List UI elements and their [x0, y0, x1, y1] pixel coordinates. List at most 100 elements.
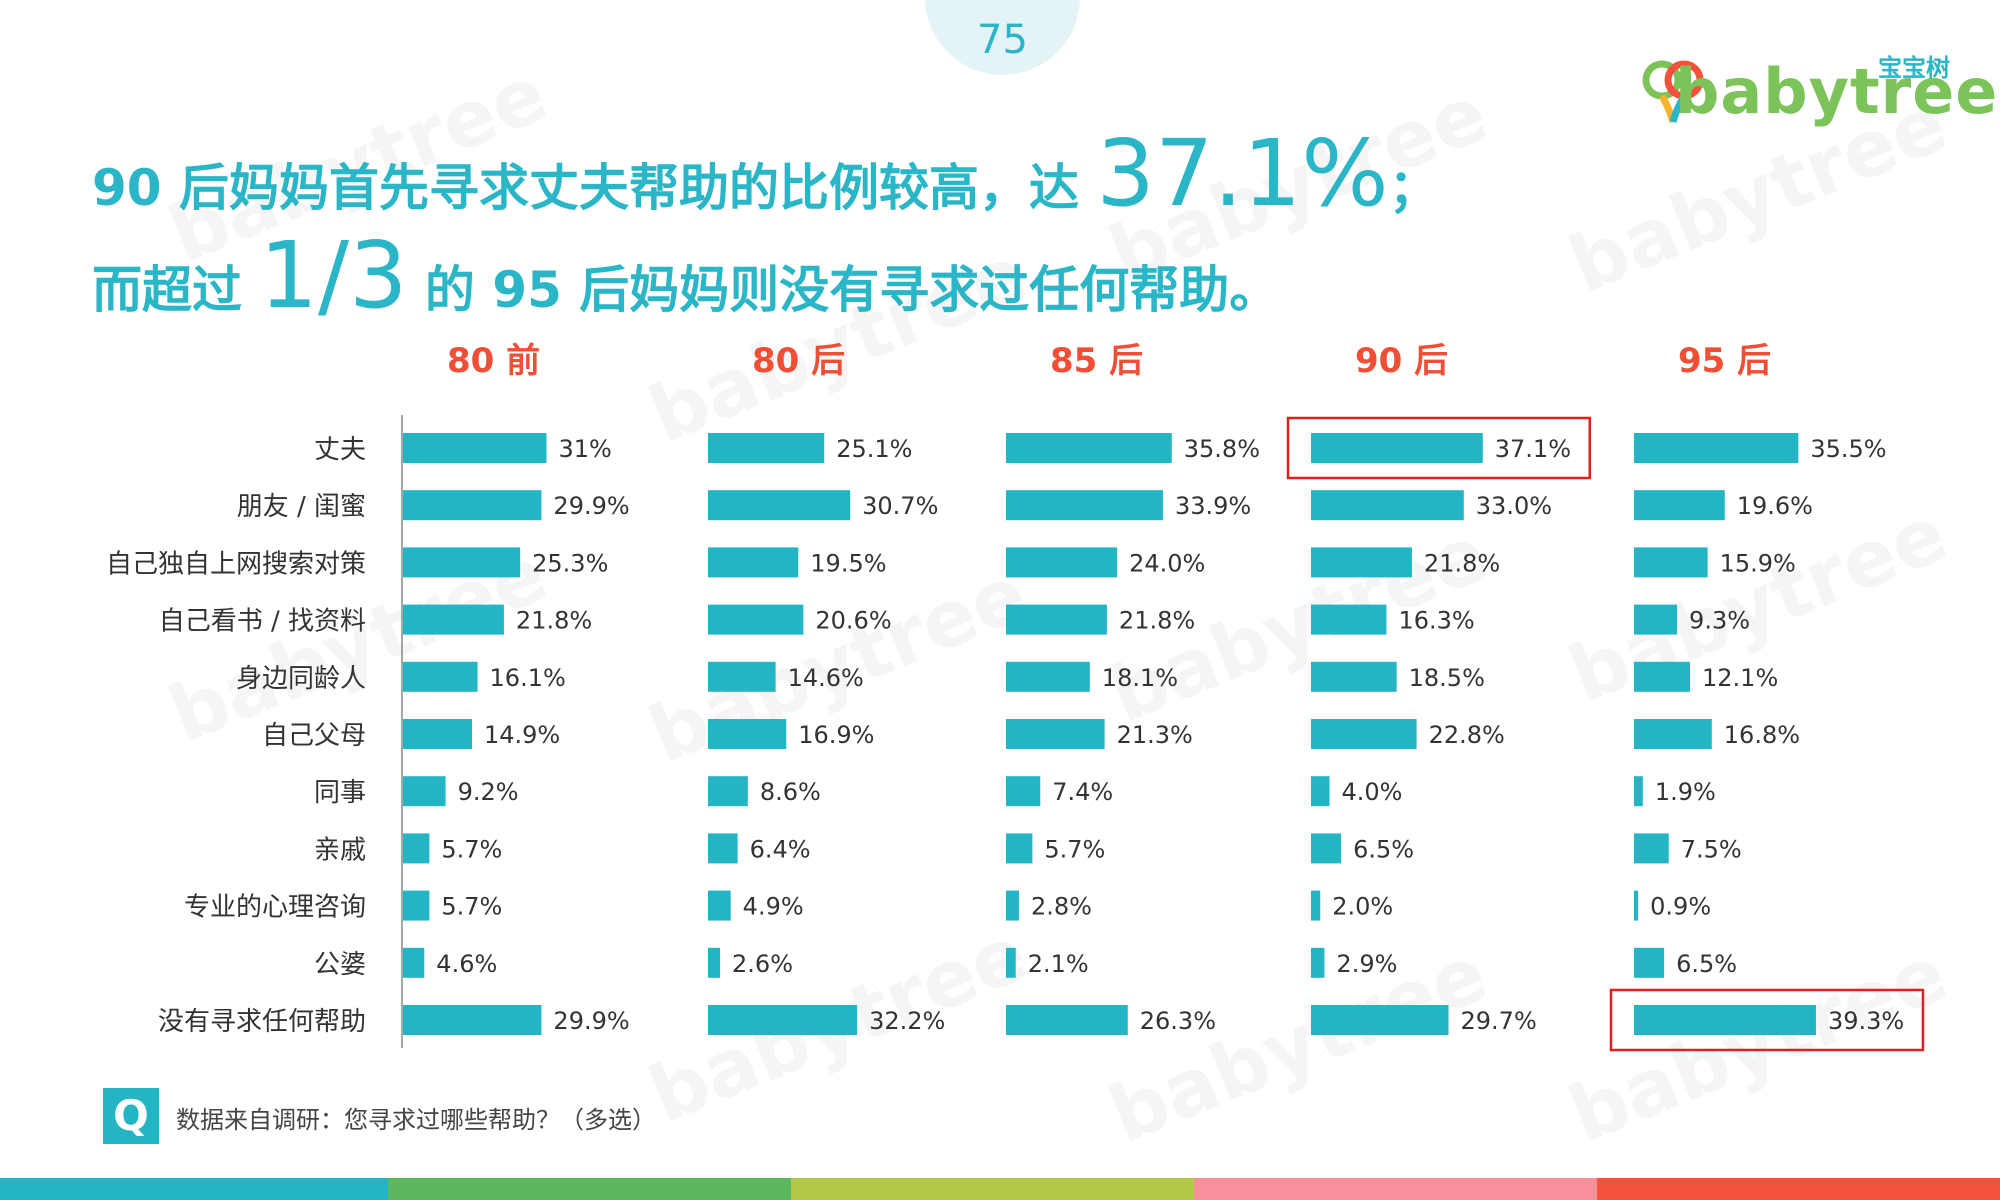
- data-label: 2.0%: [1332, 893, 1393, 921]
- bar: [403, 1005, 542, 1035]
- category-label: 身边同龄人: [236, 664, 366, 694]
- data-label: 15.9%: [1720, 549, 1796, 577]
- category-label: 专业的心理咨询: [184, 893, 366, 923]
- group-title: 95 后: [1678, 341, 1771, 381]
- bar: [708, 661, 776, 692]
- bar: [1634, 719, 1712, 749]
- bar: [403, 947, 425, 978]
- bar: [708, 1005, 858, 1035]
- bar: [1634, 547, 1708, 578]
- logo-wordmark: babytree: [1675, 55, 1999, 128]
- data-label: 29.9%: [553, 492, 629, 520]
- data-label: 2.8%: [1031, 893, 1092, 921]
- bar: [1634, 776, 1643, 807]
- bar: [1634, 890, 1639, 921]
- data-label: 21.8%: [516, 607, 592, 635]
- bar: [1311, 604, 1387, 635]
- data-label: 18.1%: [1102, 664, 1178, 692]
- group-title: 80 前: [447, 341, 540, 381]
- data-label: 24.0%: [1129, 549, 1205, 577]
- bar: [1634, 604, 1678, 635]
- data-label: 6.5%: [1676, 950, 1737, 978]
- headline-line-2: 而超过 1/3 的 95 后妈妈则没有寻求过任何帮助。: [92, 222, 1279, 329]
- data-label: 2.9%: [1336, 950, 1397, 978]
- bar: [708, 776, 748, 807]
- data-label: 4.0%: [1342, 778, 1403, 806]
- bar: [708, 890, 731, 921]
- stripe-segment: [1194, 1178, 1597, 1200]
- bar: [1006, 776, 1041, 807]
- bar: [708, 947, 721, 978]
- data-label: 14.9%: [484, 721, 560, 749]
- data-label: 20.6%: [815, 607, 891, 635]
- bar: [1006, 947, 1016, 978]
- bar: [403, 547, 521, 578]
- category-label: 亲戚: [314, 835, 366, 865]
- bar: [708, 604, 804, 635]
- data-label: 4.6%: [436, 950, 497, 978]
- data-label: 16.1%: [490, 664, 566, 692]
- data-label: 16.8%: [1724, 721, 1800, 749]
- bar: [403, 490, 542, 521]
- data-label: 29.7%: [1461, 1007, 1537, 1035]
- page-number: 75: [977, 17, 1028, 63]
- bar: [403, 776, 446, 807]
- bar: [403, 890, 430, 921]
- bar: [403, 833, 430, 864]
- bar: [1311, 719, 1417, 749]
- bar: [1006, 833, 1033, 864]
- bar: [1634, 661, 1691, 692]
- data-label: 30.7%: [862, 492, 938, 520]
- data-label: 18.5%: [1409, 664, 1485, 692]
- data-label: 21.8%: [1119, 607, 1195, 635]
- bar: [1006, 547, 1118, 578]
- bar: [403, 604, 504, 635]
- headline-text: 的 95 后妈妈则没有寻求过任何帮助。: [407, 261, 1280, 319]
- data-label: 4.9%: [743, 893, 804, 921]
- category-label: 同事: [314, 778, 366, 808]
- data-label: 5.7%: [441, 893, 502, 921]
- group-title: 90 后: [1355, 341, 1448, 381]
- bar: [1006, 719, 1105, 749]
- data-label: 26.3%: [1140, 1007, 1216, 1035]
- data-label: 8.6%: [760, 778, 821, 806]
- category-label: 自己独自上网搜索对策: [106, 549, 366, 579]
- data-label: 6.4%: [750, 835, 811, 863]
- category-label: 丈夫: [314, 435, 366, 465]
- data-label: 6.5%: [1353, 835, 1414, 863]
- babytree-logo-icon: [1642, 60, 1704, 123]
- bar: [403, 433, 547, 463]
- data-label: 16.3%: [1398, 607, 1474, 635]
- data-label: 21.3%: [1117, 721, 1193, 749]
- category-label: 朋友 / 闺蜜: [237, 492, 366, 522]
- bar: [1006, 433, 1172, 463]
- stripe-segment: [791, 1178, 1194, 1200]
- data-label: 31%: [559, 435, 612, 463]
- highlight-box: [1286, 416, 1592, 480]
- bar: [708, 719, 787, 749]
- data-label: 33.9%: [1175, 492, 1251, 520]
- data-label: 35.8%: [1184, 435, 1260, 463]
- data-label: 25.1%: [836, 435, 912, 463]
- bar: [1634, 490, 1725, 521]
- bar: [1311, 661, 1397, 692]
- bar: [708, 490, 851, 521]
- page-number-badge: 75: [925, 0, 1080, 75]
- bar: [1311, 776, 1330, 807]
- stripe-segment: [1597, 1178, 2000, 1200]
- data-label: 1.9%: [1655, 778, 1716, 806]
- data-label: 16.9%: [798, 721, 874, 749]
- data-label: 9.3%: [1689, 607, 1750, 635]
- data-label: 19.5%: [810, 549, 886, 577]
- bar: [1311, 1005, 1449, 1035]
- data-label: 2.6%: [732, 950, 793, 978]
- bar: [403, 719, 472, 749]
- category-label: 自己看书 / 找资料: [159, 607, 366, 637]
- bar: [403, 661, 478, 692]
- category-label: 自己父母: [262, 721, 366, 751]
- data-label: 35.5%: [1810, 435, 1886, 463]
- bar: [1311, 433, 1483, 463]
- data-label: 39.3%: [1828, 1007, 1904, 1035]
- data-label: 25.3%: [532, 549, 608, 577]
